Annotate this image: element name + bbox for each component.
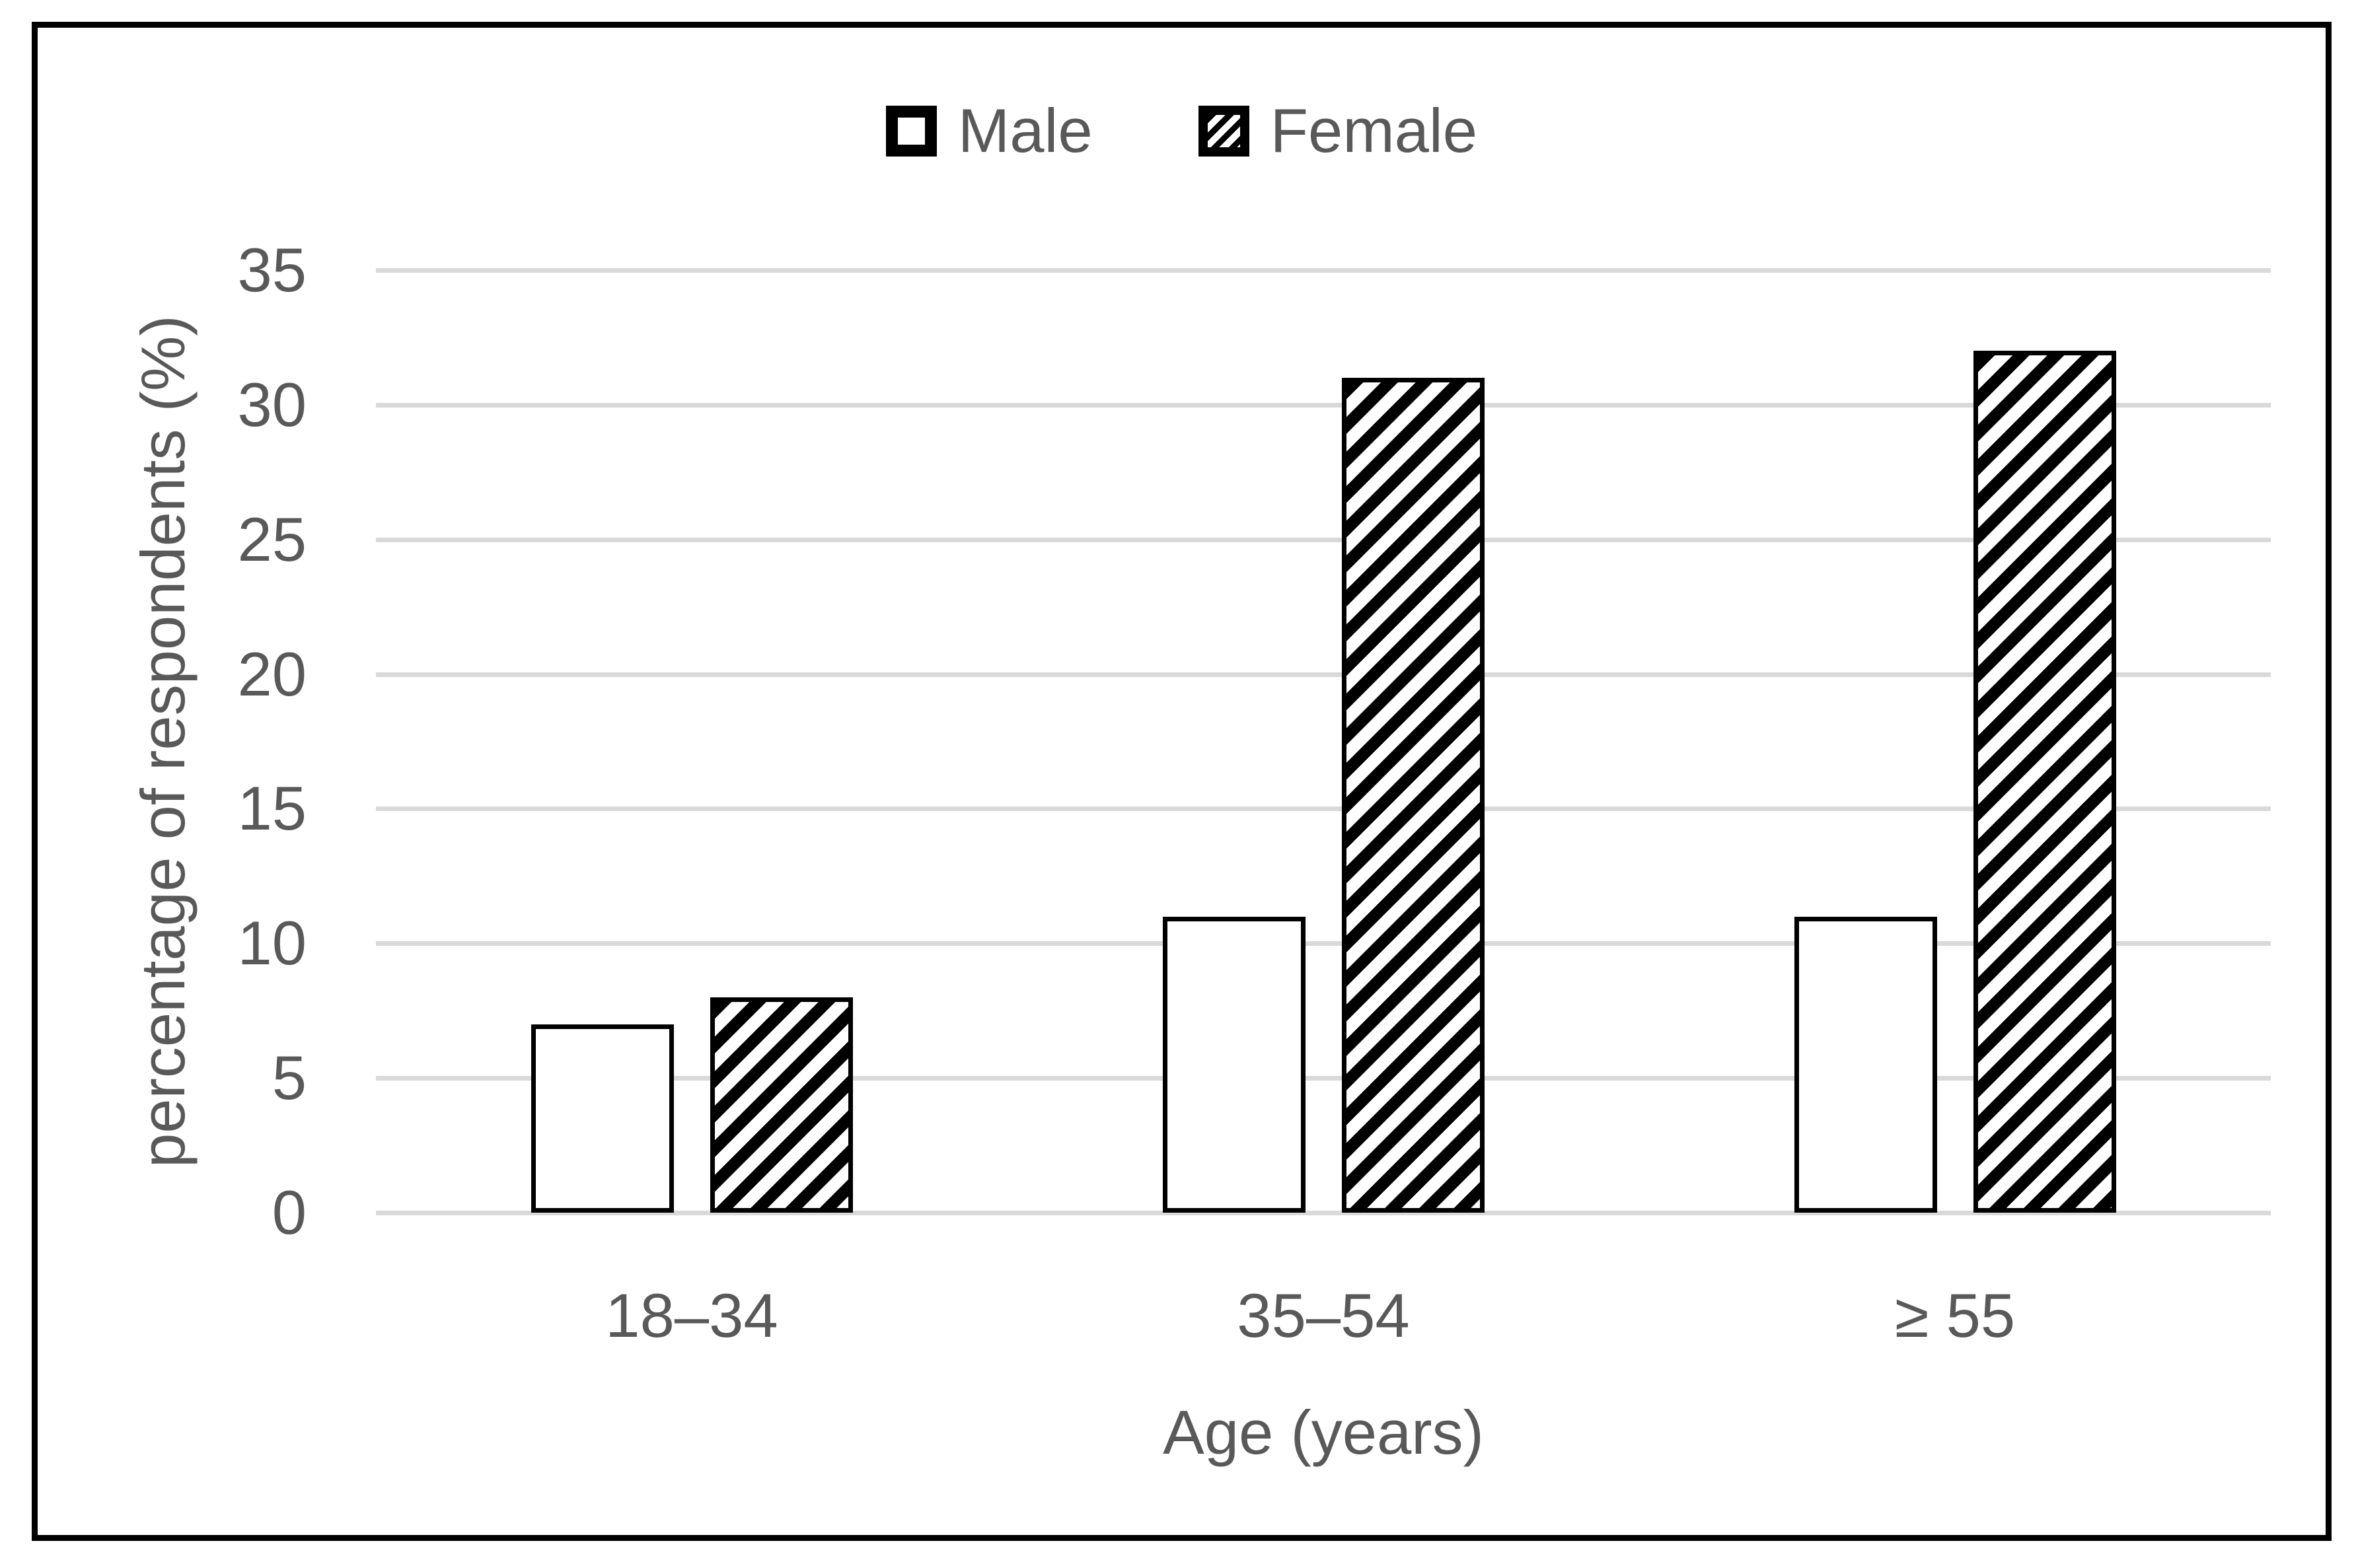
gridline-0 — [376, 1211, 2271, 1215]
legend-swatch-female-icon — [1198, 105, 1249, 157]
bar-group-≥ 55 — [1794, 270, 2116, 1213]
y-tick-label-35: 35 — [237, 235, 307, 304]
figure-frame: Male Female percentage of respondents (%… — [32, 22, 2332, 1541]
bar-male-18–34 — [531, 1024, 674, 1213]
bar-group-18–34 — [531, 270, 853, 1213]
y-tick-label-5: 5 — [272, 1043, 307, 1113]
legend-label-male: Male — [957, 96, 1093, 165]
bar-male-35–54 — [1162, 916, 1306, 1213]
legend-swatch-male-icon — [885, 105, 937, 157]
legend-item-female: Female — [1198, 100, 1477, 162]
gridline-35 — [376, 268, 2271, 273]
gridline-15 — [376, 806, 2271, 812]
y-tick-label-0: 0 — [272, 1178, 307, 1247]
y-tick-label-25: 25 — [237, 504, 307, 574]
x-category-label-18–34: 18–34 — [605, 1281, 778, 1350]
plot-area — [376, 268, 2271, 1215]
gridline-30 — [376, 402, 2271, 408]
gridline-25 — [376, 537, 2271, 542]
bar-male-≥ 55 — [1794, 916, 1937, 1213]
gridline-5 — [376, 1076, 2271, 1081]
x-category-label-35–54: 35–54 — [1237, 1281, 1410, 1350]
bar-group-35–54 — [1162, 270, 1485, 1213]
gridline-20 — [376, 672, 2271, 677]
x-axis-title: Age (years) — [1163, 1398, 1484, 1467]
legend: Male Female — [38, 98, 2326, 164]
x-category-label-≥ 55: ≥ 55 — [1894, 1281, 2016, 1350]
bar-female-≥ 55 — [1973, 351, 2116, 1213]
y-tick-label-30: 30 — [237, 369, 307, 439]
legend-item-male: Male — [885, 96, 1093, 165]
legend-label-female: Female — [1270, 96, 1478, 165]
gridline-10 — [376, 941, 2271, 946]
y-tick-label-15: 15 — [237, 773, 307, 843]
y-tick-label-20: 20 — [237, 639, 307, 709]
y-tick-label-10: 10 — [237, 908, 307, 978]
bar-female-35–54 — [1341, 378, 1485, 1213]
bar-female-18–34 — [710, 997, 853, 1213]
